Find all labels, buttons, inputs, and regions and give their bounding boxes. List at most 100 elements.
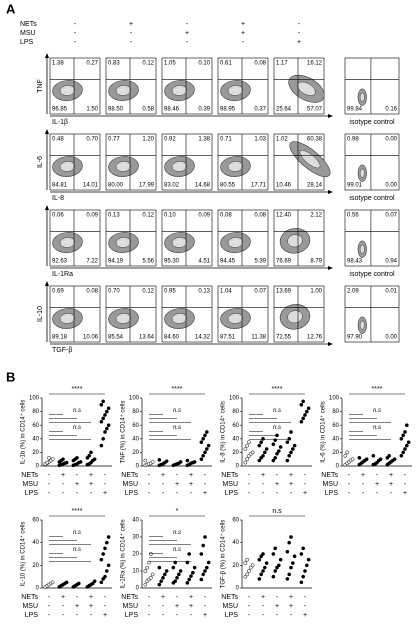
condition-sign: + <box>261 594 265 601</box>
quadrant-percent: 98.46 <box>164 107 180 113</box>
quadrant-percent: 0.12 <box>142 213 154 219</box>
plot-frame <box>161 209 213 267</box>
quadrant-percent: 76.69 <box>276 259 292 265</box>
event-density <box>359 92 365 102</box>
data-point <box>304 563 309 568</box>
condition-sign: - <box>48 594 51 601</box>
data-point <box>306 406 311 411</box>
y-tick-label: 40 <box>232 436 239 442</box>
data-point <box>173 560 178 565</box>
y-tick-label: 60 <box>132 423 139 429</box>
condition-sign: + <box>89 481 93 488</box>
data-point <box>303 569 307 573</box>
data-point <box>64 580 69 585</box>
data-point <box>399 453 404 458</box>
significance-label: n.s <box>373 425 381 431</box>
plot-frame <box>49 57 101 115</box>
event-density <box>287 310 303 324</box>
data-point <box>259 572 264 577</box>
condition-sign: + <box>189 481 193 488</box>
condition-sign: + <box>289 481 293 488</box>
condition-sign: - <box>190 490 193 497</box>
data-point <box>350 457 355 462</box>
data-point <box>148 575 153 580</box>
condition-sign: - <box>348 472 351 479</box>
condition-label: MSU <box>22 481 38 488</box>
quadrant-percent: 0.77 <box>108 137 120 143</box>
condition-sign: - <box>48 481 51 488</box>
plot-frame <box>344 209 400 267</box>
data-point <box>303 413 307 417</box>
quadrant-percent: 2.09 <box>347 289 359 295</box>
condition-label: MSU <box>222 481 238 488</box>
data-point <box>378 457 383 462</box>
data-point <box>87 453 92 458</box>
data-point <box>387 453 392 458</box>
quadrant-percent: 1.00 <box>310 289 322 295</box>
data-point <box>273 438 278 443</box>
data-point <box>185 581 190 585</box>
data-point <box>299 419 304 424</box>
data-point <box>101 552 106 556</box>
condition-sign: + <box>261 472 265 479</box>
data-point <box>106 535 111 539</box>
quadrant-percent: 17.71 <box>251 183 267 189</box>
data-point <box>273 455 278 460</box>
condition-sign: - <box>262 603 265 610</box>
condition-sign: - <box>404 481 407 488</box>
data-point <box>262 565 267 570</box>
quadrant-percent: 13.64 <box>139 335 155 341</box>
event-density <box>171 85 188 96</box>
data-point <box>301 416 306 421</box>
condition-sign: + <box>241 30 245 37</box>
y-tick-label: 40 <box>132 436 139 442</box>
plot-frame <box>49 285 101 343</box>
quadrant-percent: 1.17 <box>276 61 288 67</box>
data-point <box>103 546 107 551</box>
data-point <box>345 450 350 455</box>
quadrant-percent: 28.14 <box>307 183 323 189</box>
plot-frame <box>273 285 325 343</box>
data-point <box>399 436 404 441</box>
data-point <box>250 450 255 455</box>
quadrant-percent: 0.58 <box>142 107 154 113</box>
y-tick-label: 0 <box>36 586 40 592</box>
quadrant-percent: 1.20 <box>142 137 154 143</box>
data-point <box>285 577 290 581</box>
quadrant-percent: 1.02 <box>276 137 288 143</box>
condition-sign: - <box>130 30 133 37</box>
data-point <box>406 440 411 445</box>
quadrant-percent: 0.00 <box>385 335 397 341</box>
condition-sign: - <box>262 481 265 488</box>
data-point <box>343 453 348 458</box>
quadrant-percent: 0.56 <box>347 213 359 219</box>
data-point <box>273 569 278 573</box>
event-density <box>359 168 365 178</box>
data-point <box>76 581 81 586</box>
data-point <box>101 399 106 404</box>
quadrant-percent: 1.03 <box>254 137 266 143</box>
data-point <box>162 572 167 577</box>
quadrant-percent: 0.01 <box>385 289 397 295</box>
data-point <box>299 580 304 585</box>
data-point <box>206 443 211 448</box>
quadrant-percent: 99.84 <box>347 107 363 113</box>
quadrant-percent: 0.27 <box>86 61 98 67</box>
data-point <box>292 443 297 448</box>
y-tick-label: 100 <box>129 396 140 402</box>
condition-sign: + <box>289 594 293 601</box>
condition-sign: + <box>289 472 293 479</box>
quadrant-percent: 17.99 <box>139 183 155 189</box>
data-point <box>199 577 204 582</box>
data-point <box>247 569 251 573</box>
data-point <box>150 460 155 464</box>
condition-sign: - <box>76 594 79 601</box>
y-tick-label: 20 <box>32 450 39 456</box>
data-point <box>299 402 304 407</box>
condition-sign: + <box>61 472 65 479</box>
event-density <box>299 150 321 169</box>
condition-sign: - <box>76 612 79 619</box>
data-point <box>287 436 292 441</box>
quadrant-percent: 0.37 <box>254 107 266 113</box>
